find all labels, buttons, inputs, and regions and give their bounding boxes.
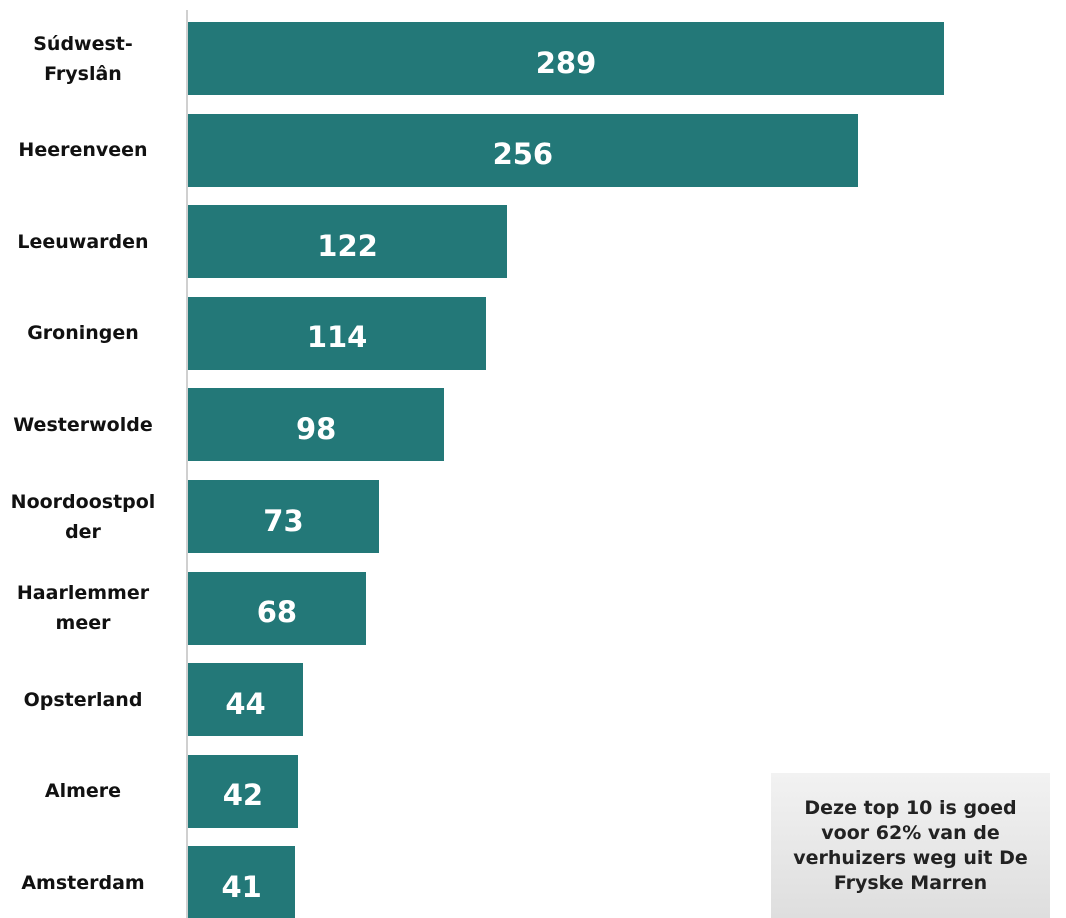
value-label: 256	[492, 137, 554, 172]
annotation: Deze top 10 is goed voor 62% van de verh…	[771, 773, 1050, 918]
category-label: Westerwolde	[13, 413, 153, 436]
value-label: 114	[306, 320, 368, 355]
bar	[188, 480, 379, 553]
value-label: 41	[221, 869, 262, 904]
bar	[188, 22, 944, 95]
value-label: 289	[535, 45, 597, 80]
value-label: 44	[225, 686, 266, 721]
category-label: Leeuwarden	[17, 230, 149, 253]
axis-line	[186, 10, 188, 918]
bar	[188, 571, 366, 645]
bar	[188, 754, 298, 828]
category-label: Groningen	[27, 322, 139, 345]
bar	[188, 388, 445, 462]
value-label: 42	[222, 778, 264, 813]
bar	[188, 663, 304, 737]
value-label: 122	[317, 228, 378, 263]
category-label: Almere	[44, 780, 122, 803]
value-label: 68	[256, 595, 298, 630]
category-label: Heerenveen	[18, 139, 148, 162]
category-label: Noordoostpolder	[10, 490, 156, 543]
bar	[188, 296, 487, 370]
bar	[188, 205, 508, 279]
bar	[188, 113, 858, 187]
value-label: 98	[296, 411, 337, 446]
category-label: Haarlemmermeer	[16, 582, 150, 635]
category-label: Amsterdam	[21, 871, 145, 894]
category-label: Súdwest-Fryslân	[33, 32, 133, 85]
value-label: 73	[263, 503, 304, 538]
bar	[188, 846, 296, 918]
category-label: Opsterland	[23, 688, 143, 711]
